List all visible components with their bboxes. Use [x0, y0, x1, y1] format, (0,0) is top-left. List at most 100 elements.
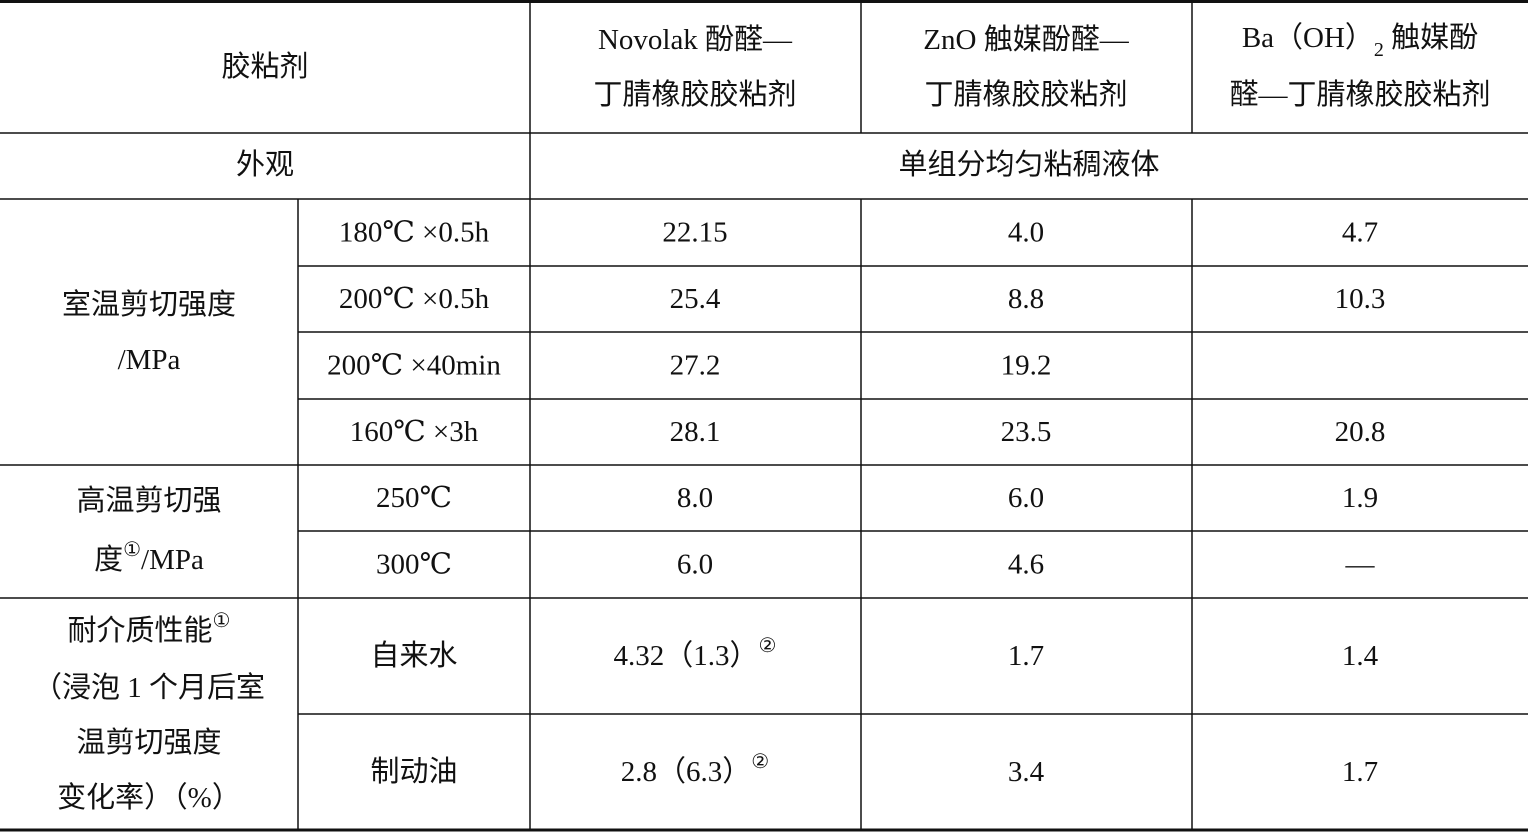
text-run: 25.4 — [670, 283, 721, 315]
text-run: 丁腈橡胶胶粘剂 — [593, 78, 796, 111]
text-run: 温剪切强度 — [76, 726, 221, 759]
cell-text: 200℃ ×40min — [327, 349, 501, 381]
cell-text: ZnO 触媒酚醛— — [923, 23, 1129, 56]
text-run: 6.0 — [1008, 482, 1044, 514]
cell-text: 8.0 — [677, 482, 713, 514]
text-run: 28.1 — [670, 416, 721, 448]
cell-text: 28.1 — [670, 416, 721, 448]
text-run: — — [1345, 548, 1376, 580]
cell-text: 丁腈橡胶胶粘剂 — [593, 78, 796, 111]
text-run: 1.7 — [1342, 756, 1378, 788]
cell-text: Ba（OH）2 触媒酚 — [1242, 21, 1478, 61]
text-run: 200℃ ×0.5h — [339, 283, 490, 315]
cell-text: 自来水 — [370, 639, 457, 672]
text-run: Novolak 酚醛— — [598, 23, 793, 56]
cell-text: 250℃ — [376, 482, 452, 514]
cell-text: 27.2 — [670, 349, 721, 381]
text-run: 160℃ ×3h — [350, 416, 479, 448]
cell-text: 4.0 — [1008, 216, 1044, 248]
cell-text: 室温剪切强度 — [62, 288, 236, 321]
text-run: 4.0 — [1008, 216, 1044, 248]
cell-text: 温剪切强度 — [76, 726, 221, 759]
text-run: 度 — [94, 543, 123, 576]
cell-text: 2.8（6.3）② — [621, 751, 769, 788]
superscript: ② — [751, 751, 769, 773]
cell-text: 高温剪切强 — [76, 484, 221, 517]
cell-text: 300℃ — [376, 548, 452, 580]
text-run: 胶粘剂 — [221, 50, 308, 83]
text-run: 自来水 — [370, 639, 457, 672]
cell-text: 单组分均匀粘稠液体 — [898, 148, 1159, 181]
text-run: （浸泡 1 个月后室 — [33, 671, 265, 704]
text-run: 6.0 — [677, 548, 713, 580]
text-run: 1.9 — [1342, 482, 1378, 514]
cell-text: 耐介质性能① — [68, 610, 231, 647]
cell-text: 22.15 — [662, 216, 727, 248]
text-run: 200℃ ×40min — [327, 349, 501, 381]
superscript: ① — [123, 539, 141, 561]
text-run: 触媒酚 — [1384, 21, 1478, 54]
cell-text: 丁腈橡胶胶粘剂 — [924, 78, 1127, 111]
cell-text: 3.4 — [1008, 756, 1045, 788]
text-run: 4.7 — [1342, 216, 1378, 248]
text-run: 20.8 — [1335, 416, 1386, 448]
cell-text: 23.5 — [1001, 416, 1052, 448]
text-run: 23.5 — [1001, 416, 1052, 448]
text-run: 室温剪切强度 — [62, 288, 236, 321]
cell-text: 6.0 — [677, 548, 713, 580]
text-run: 300℃ — [376, 548, 452, 580]
text-run: 外观 — [236, 148, 294, 181]
superscript: ② — [759, 635, 777, 657]
cell-text: 8.8 — [1008, 283, 1044, 315]
text-run: 8.8 — [1008, 283, 1044, 315]
text-run: 2.8（6.3） — [621, 756, 752, 788]
text-run: 制动油 — [370, 755, 457, 788]
cell-text: 4.32（1.3）② — [614, 635, 777, 672]
text-run: /MPa — [141, 544, 204, 576]
cell-text: 变化率）（%） — [57, 781, 241, 814]
cell-text: 1.7 — [1008, 640, 1044, 672]
text-run: 丁腈橡胶胶粘剂 — [924, 78, 1127, 111]
superscript: ① — [213, 610, 231, 632]
text-run: 单组分均匀粘稠液体 — [898, 148, 1159, 181]
cell-text: 25.4 — [670, 283, 721, 315]
text-run: 高温剪切强 — [76, 484, 221, 517]
cell-text: Novolak 酚醛— — [598, 23, 793, 56]
cell-text: 160℃ ×3h — [350, 416, 479, 448]
cell-text: 1.4 — [1342, 640, 1379, 672]
text-run: 8.0 — [677, 482, 713, 514]
cell-text: 外观 — [236, 148, 294, 181]
cell-text: 19.2 — [1001, 349, 1052, 381]
cell-text: /MPa — [118, 344, 181, 376]
text-run: 1.7 — [1008, 640, 1044, 672]
cell-text: 度①/MPa — [94, 539, 204, 576]
text-run: 耐介质性能 — [68, 614, 213, 647]
cell-text: （浸泡 1 个月后室 — [33, 671, 265, 704]
text-run: ZnO 触媒酚醛— — [923, 23, 1129, 56]
subscript: 2 — [1374, 39, 1384, 61]
text-run: 醛—丁腈橡胶胶粘剂 — [1229, 78, 1490, 111]
cell-text: 6.0 — [1008, 482, 1044, 514]
cell-text: 1.7 — [1342, 756, 1378, 788]
cell-text: 180℃ ×0.5h — [339, 216, 490, 248]
cell-text: 1.9 — [1342, 482, 1378, 514]
text-run: 180℃ ×0.5h — [339, 216, 490, 248]
cell-text: 4.7 — [1342, 216, 1378, 248]
cell-text: 200℃ ×0.5h — [339, 283, 490, 315]
text-run: 27.2 — [670, 349, 721, 381]
text-run: 4.6 — [1008, 548, 1044, 580]
cell-text: — — [1345, 548, 1376, 580]
cell-text: 制动油 — [370, 755, 457, 788]
text-run: 变化率）（%） — [57, 781, 241, 814]
cell-text: 10.3 — [1335, 283, 1386, 315]
cell-text: 醛—丁腈橡胶胶粘剂 — [1229, 78, 1490, 111]
text-run: 22.15 — [662, 216, 727, 248]
text-run: 3.4 — [1008, 756, 1045, 788]
text-run: 4.32（1.3） — [614, 640, 759, 672]
text-run: 19.2 — [1001, 349, 1052, 381]
text-run: /MPa — [118, 344, 181, 376]
text-run: 1.4 — [1342, 640, 1379, 672]
cell-text: 20.8 — [1335, 416, 1386, 448]
text-run: Ba（OH） — [1242, 22, 1374, 54]
